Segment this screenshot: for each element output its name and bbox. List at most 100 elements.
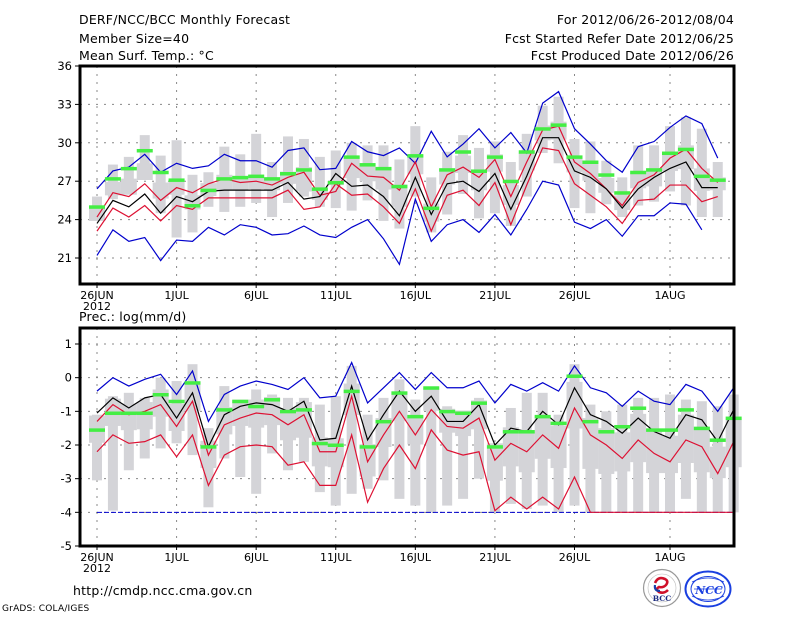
iqr-box <box>598 428 615 474</box>
median-marker <box>582 160 599 164</box>
median-marker <box>311 441 328 446</box>
whisker-box <box>394 379 405 499</box>
median-marker <box>89 205 105 209</box>
whisker-box <box>283 136 293 203</box>
median-marker <box>327 443 344 447</box>
median-marker <box>359 445 376 449</box>
whisker-box <box>474 397 484 479</box>
member-size: Member Size=40 <box>79 31 190 46</box>
median-marker <box>216 408 233 412</box>
iqr-box <box>630 173 647 189</box>
bcc-logo-text: BCC <box>653 594 671 603</box>
iqr-box <box>375 418 392 447</box>
y-tick-label: -4 <box>61 505 72 519</box>
iqr-box <box>662 435 678 474</box>
median-marker <box>280 409 296 414</box>
median-marker <box>471 401 487 405</box>
median-marker <box>646 428 663 432</box>
y-tick-label: -1 <box>61 404 72 418</box>
whisker-box <box>314 156 325 207</box>
whisker-box <box>569 364 580 506</box>
ncc-logo: NCC <box>684 570 732 608</box>
iqr-box <box>646 431 663 474</box>
whisker-box <box>251 389 262 494</box>
source-url[interactable]: http://cmdp.ncc.cma.gov.cn <box>73 583 253 598</box>
x-tick-label: 21JUL <box>479 551 511 564</box>
iqr-box <box>391 391 408 421</box>
whisker-box <box>123 392 134 471</box>
median-marker <box>136 411 153 416</box>
median-marker <box>630 170 647 175</box>
median-marker <box>184 381 201 385</box>
whisker-box <box>107 396 118 511</box>
median-marker <box>518 430 535 434</box>
whisker-box <box>442 406 453 506</box>
median-marker <box>693 426 710 431</box>
median-marker <box>200 188 217 193</box>
whisker-box <box>489 141 500 214</box>
iqr-box <box>359 166 376 182</box>
median-marker <box>439 168 456 172</box>
median-marker <box>248 174 265 179</box>
median-marker <box>693 174 710 179</box>
x-tick-label: 6JUL <box>244 289 269 302</box>
percentile-low-line <box>96 147 718 233</box>
median-marker <box>295 408 312 412</box>
iqr-box <box>598 178 615 193</box>
median-marker <box>486 445 503 449</box>
iqr-box <box>216 407 233 435</box>
ensemble-max-line <box>96 90 719 190</box>
median-marker <box>391 391 408 395</box>
median-marker <box>343 155 360 159</box>
x-tick-label: 26JUN <box>80 551 114 564</box>
iqr-box <box>295 402 312 438</box>
median-marker <box>598 173 615 177</box>
x-tick-sublabel: 2012 <box>83 300 111 313</box>
median-marker <box>630 406 647 410</box>
median-marker <box>375 166 392 171</box>
median-marker <box>375 419 392 424</box>
whisker-box <box>92 414 102 481</box>
y-tick-label: 36 <box>57 59 72 73</box>
median-marker <box>662 428 678 432</box>
x-tick-label: 6JUL <box>244 551 269 564</box>
median-marker <box>232 399 249 404</box>
ensemble-mean-line <box>96 137 718 224</box>
iqr-box <box>582 418 599 469</box>
x-tick-label: 1JUL <box>164 551 189 564</box>
median-marker <box>391 184 408 189</box>
median-marker <box>295 168 312 172</box>
ensemble-min-line <box>96 180 703 266</box>
y-tick-label: 30 <box>57 136 72 150</box>
percentile-low-line <box>96 428 734 513</box>
iqr-box <box>375 169 392 190</box>
iqr-box <box>502 427 519 467</box>
iqr-box <box>327 438 344 468</box>
median-marker <box>120 166 137 171</box>
median-marker <box>152 393 169 397</box>
whisker-box <box>251 133 262 203</box>
iqr-box <box>502 185 519 205</box>
plot-frame <box>78 64 736 286</box>
median-marker <box>89 428 105 432</box>
x-tick-label: 26JUN <box>80 289 114 302</box>
median-marker <box>534 127 551 131</box>
x-tick-label: 16JUL <box>400 551 432 564</box>
plot-frame <box>78 326 736 548</box>
median-marker <box>566 155 583 159</box>
x-tick-label: 1AUG <box>654 289 685 302</box>
y-tick-label: 24 <box>57 213 72 227</box>
median-marker <box>248 404 265 409</box>
y-tick-label: -2 <box>61 438 72 452</box>
median-marker <box>614 424 631 429</box>
iqr-box <box>136 402 153 430</box>
y-tick-label: 0 <box>65 371 72 385</box>
whisker-box <box>410 399 421 506</box>
median-marker <box>327 180 344 185</box>
whisker-box <box>235 401 246 477</box>
median-marker <box>216 177 233 181</box>
whisker-box <box>569 138 580 209</box>
median-marker <box>184 204 201 208</box>
median-marker <box>152 170 169 175</box>
